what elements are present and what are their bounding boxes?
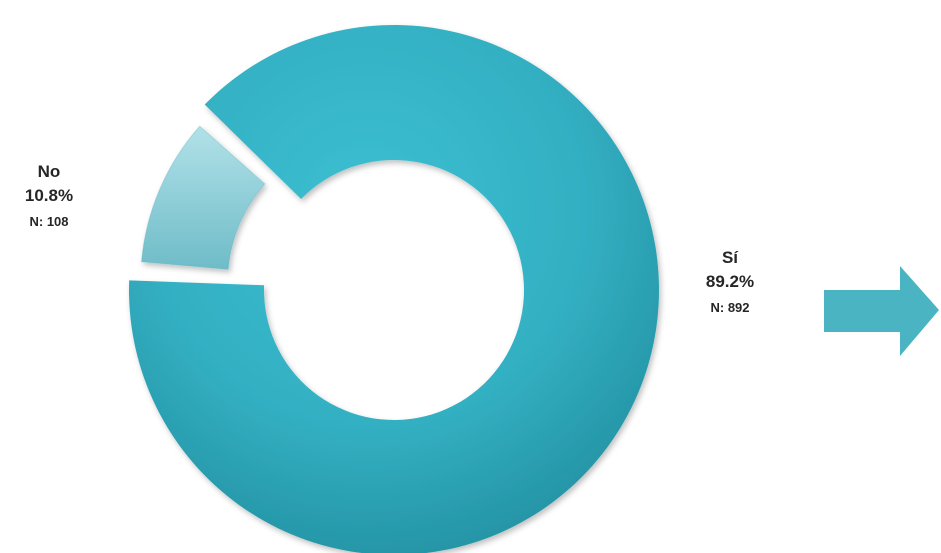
slice-percent-no: 10.8% xyxy=(24,186,74,205)
slice-category-si: Sí xyxy=(721,248,739,267)
slice-count-no: N: 108 xyxy=(29,214,69,229)
slice-label-si: Sí 89.2% N: 892 xyxy=(685,246,775,319)
slice-si xyxy=(129,25,659,553)
slice-percent-si: 89.2% xyxy=(705,272,755,291)
slice-no xyxy=(140,125,266,270)
slice-label-no: No 10.8% N: 108 xyxy=(20,160,78,233)
slice-count-si: N: 892 xyxy=(710,300,750,315)
right-arrow-icon xyxy=(818,262,941,362)
slice-category-no: No xyxy=(37,162,61,181)
